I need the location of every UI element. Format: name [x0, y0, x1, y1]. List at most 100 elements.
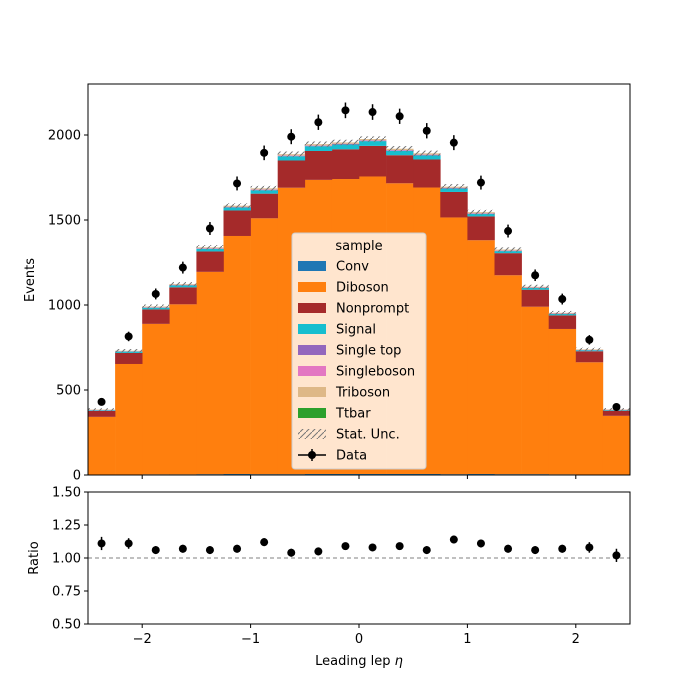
stat-unc-band — [250, 185, 278, 191]
main-y-tick-label: 1500 — [48, 214, 81, 229]
ratio-point — [422, 546, 431, 555]
ratio-y-tick-label: 0.50 — [52, 618, 81, 633]
legend-label: Singleboson — [336, 365, 415, 380]
bar-signal — [250, 190, 278, 194]
legend-entry: Triboson — [298, 386, 390, 401]
legend-title: sample — [335, 239, 382, 254]
bar-signal — [304, 146, 333, 151]
stat-unc-band — [115, 349, 143, 353]
data-point — [97, 397, 106, 406]
legend-label: Signal — [336, 323, 376, 338]
bar-diboson — [575, 362, 604, 475]
ratio-y-tick-label: 1.00 — [52, 552, 81, 567]
stat-unc-band — [223, 203, 251, 209]
bar-nonprompt — [250, 193, 278, 219]
legend-label: Data — [336, 449, 367, 464]
stat-unc-band — [494, 247, 522, 252]
bar-signal — [277, 156, 306, 161]
bar-nonprompt — [331, 149, 360, 180]
main-y-tick-label: 2000 — [48, 129, 81, 144]
bar-signal — [386, 150, 414, 156]
main-plot-area — [88, 102, 630, 475]
stat-unc-band — [575, 347, 603, 352]
ratio-point — [124, 538, 133, 549]
data-point — [368, 104, 377, 120]
data-point — [287, 129, 296, 145]
legend-label: Triboson — [335, 386, 390, 401]
legend-label: Conv — [336, 260, 369, 275]
legend-swatch — [298, 324, 326, 334]
legend-entry: Singleboson — [298, 365, 415, 380]
data-point — [205, 222, 214, 235]
bar-diboson — [521, 306, 549, 475]
ratio-point — [97, 536, 106, 551]
bar-nonprompt — [494, 253, 522, 276]
ratio-point — [178, 544, 187, 553]
main-y-tick-label: 1000 — [48, 299, 81, 314]
legend-label: Ttbar — [335, 407, 371, 422]
bar-signal — [494, 251, 522, 254]
bar-nonprompt — [575, 351, 604, 363]
bar-signal — [440, 188, 468, 192]
data-point — [395, 108, 404, 124]
ratio-point — [449, 535, 458, 544]
bar-nonprompt — [548, 315, 577, 329]
ratio-y-axis-label: Ratio — [27, 541, 42, 574]
data-point — [612, 403, 621, 411]
bar-nonprompt — [359, 145, 387, 177]
stat-unc-band — [304, 141, 332, 147]
bar-signal — [521, 288, 549, 290]
bar-diboson — [115, 363, 143, 475]
ratio-point — [558, 544, 567, 553]
main-y-axis-label: Events — [23, 258, 38, 302]
legend-entry: Signal — [298, 323, 376, 338]
stat-unc-band — [548, 310, 576, 315]
legend-entry: Stat. Unc. — [298, 428, 400, 443]
stat-unc-band — [331, 139, 359, 146]
ratio-y-tick-label: 0.75 — [52, 585, 81, 600]
legend-swatch — [298, 345, 326, 355]
bar-nonprompt — [88, 410, 116, 417]
bar-signal — [223, 207, 251, 211]
ratio-point — [368, 543, 377, 552]
bar-diboson — [440, 217, 468, 475]
bar-nonprompt — [277, 160, 306, 188]
stat-unc-band — [359, 136, 387, 142]
bar-nonprompt — [142, 309, 170, 324]
bar-conv — [386, 473, 414, 475]
legend-label: Diboson — [336, 281, 389, 296]
bar-conv — [331, 473, 360, 475]
bar-signal — [331, 144, 360, 150]
ratio-point — [287, 548, 296, 557]
data-point — [422, 123, 431, 139]
ratio-point — [476, 539, 485, 548]
ratio-point — [341, 542, 350, 551]
legend-swatch — [298, 261, 326, 271]
x-axis-label: Leading lep η — [315, 654, 403, 669]
legend-entry: Nonprompt — [298, 302, 409, 317]
ratio-x-tick-label: −2 — [133, 632, 152, 647]
bar-nonprompt — [304, 150, 333, 180]
ratio-point — [612, 548, 621, 562]
bar-diboson — [467, 240, 495, 474]
bar-conv — [359, 473, 387, 475]
bar-conv — [304, 473, 333, 475]
main-y-tick-label: 0 — [73, 469, 81, 484]
legend-entry: Ttbar — [298, 407, 371, 422]
ratio-point — [585, 542, 594, 553]
bar-nonprompt — [386, 155, 414, 184]
bar-diboson — [196, 271, 224, 475]
stat-unc-band — [277, 151, 305, 157]
ratio-x-tick-label: 0 — [355, 632, 363, 647]
ratio-x-tick-label: 2 — [572, 632, 580, 647]
main-panel: 0 500 1000 1500 2000 — [48, 83, 631, 484]
data-point — [124, 331, 133, 342]
bar-conv — [413, 473, 441, 475]
bar-nonprompt — [602, 410, 630, 416]
stat-unc-band — [413, 150, 441, 157]
data-point — [531, 269, 540, 282]
data-point — [178, 261, 187, 274]
legend-label: Stat. Unc. — [336, 428, 400, 443]
legend-label: Nonprompt — [336, 302, 409, 317]
